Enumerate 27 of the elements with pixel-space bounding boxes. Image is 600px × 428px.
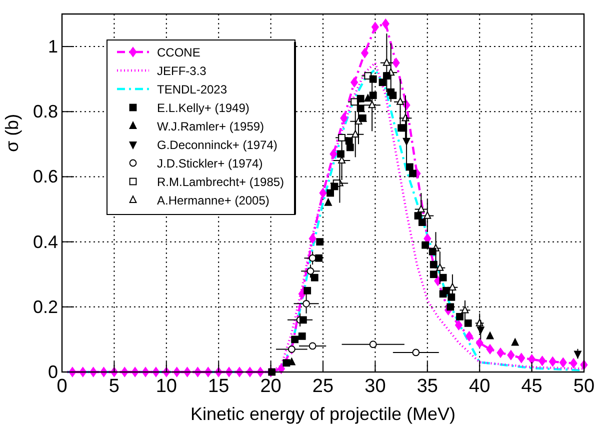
y-tick-label: 0.2 [32, 296, 58, 317]
legend-label: E.L.Kelly+ (1949) [157, 101, 250, 115]
x-tick-label: 10 [156, 376, 177, 397]
legend-label: JEFF-3.3 [157, 64, 207, 78]
legend-label: G.Deconninck+ (1974) [157, 138, 278, 152]
x-tick-label: 30 [364, 376, 386, 397]
x-tick-label: 20 [260, 376, 282, 397]
y-tick-label: 0.8 [32, 102, 58, 122]
x-tick-label: 25 [312, 376, 334, 397]
x-tick-label: 45 [521, 376, 542, 397]
legend-label: J.D.Stickler+ (1974) [157, 156, 263, 170]
legend-label: W.J.Ramler+ (1959) [157, 120, 264, 134]
y-tick-label: 0.4 [32, 232, 58, 252]
x-axis-title: Kinetic energy of projectile (MeV) [190, 404, 456, 424]
x-tick-label: 40 [469, 376, 490, 397]
x-tick-label: 5 [108, 376, 120, 397]
y-axis-title: σ (b) [2, 114, 22, 152]
legend-label: R.M.Lambrecht+ (1985) [157, 175, 284, 189]
legend-label: CCONE [157, 46, 200, 60]
x-tick-label: 50 [573, 376, 595, 397]
y-tick-label: 0 [48, 362, 58, 382]
y-tick-label: 0.6 [32, 166, 58, 187]
x-tick-label: 15 [208, 376, 230, 397]
y-tick-label: 1 [48, 36, 58, 57]
legend-label: A.Hermanne+ (2005) [157, 194, 270, 208]
x-tick-label: 35 [416, 376, 438, 397]
legend-label: TENDL-2023 [157, 82, 228, 96]
